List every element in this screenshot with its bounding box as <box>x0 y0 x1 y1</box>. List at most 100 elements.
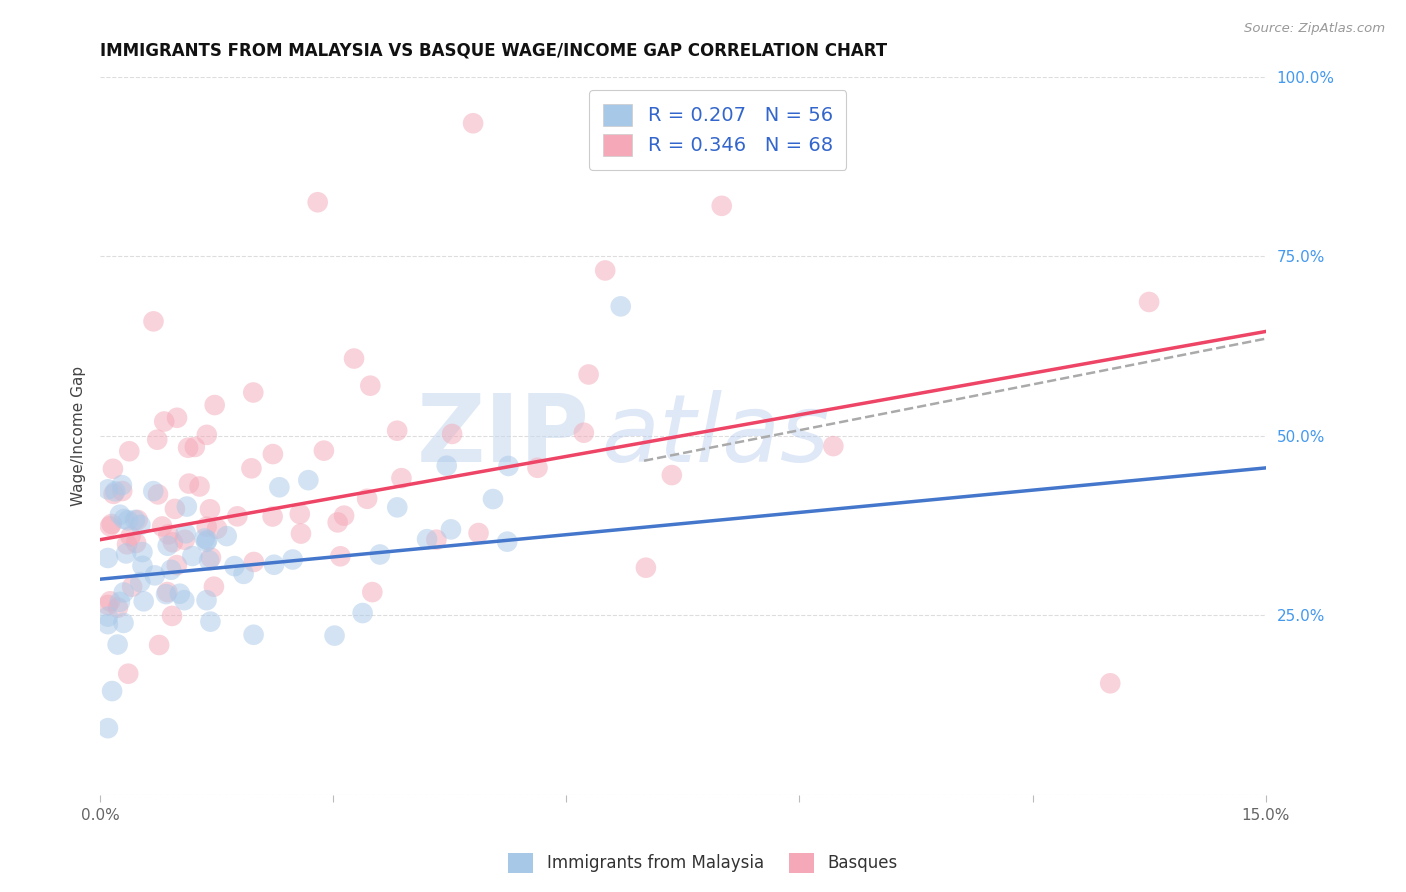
Point <box>312 443 335 458</box>
Point <box>440 522 463 536</box>
Point <box>288 507 311 521</box>
Point <box>97 617 120 632</box>
Point <box>129 575 152 590</box>
Point <box>436 458 458 473</box>
Y-axis label: Wage/Income Gap: Wage/Income Gap <box>72 366 86 506</box>
Point <box>224 559 246 574</box>
Point <box>269 480 291 494</box>
Point <box>120 529 142 543</box>
Point <box>496 534 519 549</box>
Point <box>198 553 221 567</box>
Point <box>195 534 218 549</box>
Point <box>166 558 188 573</box>
Point <box>181 549 204 563</box>
Point <box>104 484 127 499</box>
Point <box>131 558 153 573</box>
Point <box>103 487 125 501</box>
Point <box>226 509 249 524</box>
Point <box>132 594 155 608</box>
Point <box>416 532 439 546</box>
Point <box>198 502 221 516</box>
Point <box>242 628 264 642</box>
Point <box>112 615 135 630</box>
Point <box>200 615 222 629</box>
Point <box>188 479 211 493</box>
Point <box>290 526 312 541</box>
Point <box>146 433 169 447</box>
Point <box>343 351 366 366</box>
Point <box>467 526 489 541</box>
Point <box>101 684 124 698</box>
Point <box>97 598 120 612</box>
Point <box>326 516 349 530</box>
Point <box>200 550 222 565</box>
Point <box>1099 676 1122 690</box>
Point <box>176 500 198 514</box>
Point <box>385 424 408 438</box>
Point <box>204 398 226 412</box>
Point <box>352 606 374 620</box>
Point <box>174 526 197 541</box>
Point <box>97 551 120 566</box>
Text: atlas: atlas <box>602 390 830 481</box>
Point <box>107 600 129 615</box>
Point <box>307 195 329 210</box>
Point <box>572 425 595 440</box>
Point <box>107 638 129 652</box>
Point <box>195 593 218 607</box>
Point <box>281 552 304 566</box>
Point <box>333 508 356 523</box>
Point <box>124 513 146 527</box>
Point <box>98 519 121 533</box>
Point <box>461 116 484 130</box>
Point <box>111 478 134 492</box>
Point <box>578 368 600 382</box>
Point <box>215 529 238 543</box>
Point <box>173 533 195 547</box>
Point <box>1137 295 1160 310</box>
Point <box>609 299 631 313</box>
Point <box>323 629 346 643</box>
Point <box>329 549 352 564</box>
Point <box>195 519 218 533</box>
Point <box>361 585 384 599</box>
Point <box>195 533 218 547</box>
Text: Source: ZipAtlas.com: Source: ZipAtlas.com <box>1244 22 1385 36</box>
Point <box>710 199 733 213</box>
Point <box>98 594 121 608</box>
Point <box>163 502 186 516</box>
Point <box>166 410 188 425</box>
Point <box>593 263 616 277</box>
Point <box>97 721 120 735</box>
Point <box>387 500 409 515</box>
Point <box>153 415 176 429</box>
Point <box>97 483 120 497</box>
Point <box>108 508 131 522</box>
Point <box>263 558 285 572</box>
Point <box>359 378 381 392</box>
Point <box>391 471 413 485</box>
Point <box>148 638 170 652</box>
Point <box>143 568 166 582</box>
Point <box>157 527 180 541</box>
Point <box>115 546 138 560</box>
Point <box>297 473 319 487</box>
Point <box>425 533 447 547</box>
Point <box>101 462 124 476</box>
Point <box>108 595 131 609</box>
Point <box>112 585 135 599</box>
Point <box>129 517 152 532</box>
Point <box>117 666 139 681</box>
Point <box>195 428 218 442</box>
Point <box>160 563 183 577</box>
Point <box>125 536 148 550</box>
Text: ZIP: ZIP <box>416 390 589 482</box>
Point <box>262 447 284 461</box>
Point <box>160 608 183 623</box>
Point <box>112 512 135 526</box>
Point <box>97 609 120 624</box>
Point <box>205 522 228 536</box>
Point <box>240 461 263 475</box>
Point <box>202 580 225 594</box>
Point <box>184 440 207 454</box>
